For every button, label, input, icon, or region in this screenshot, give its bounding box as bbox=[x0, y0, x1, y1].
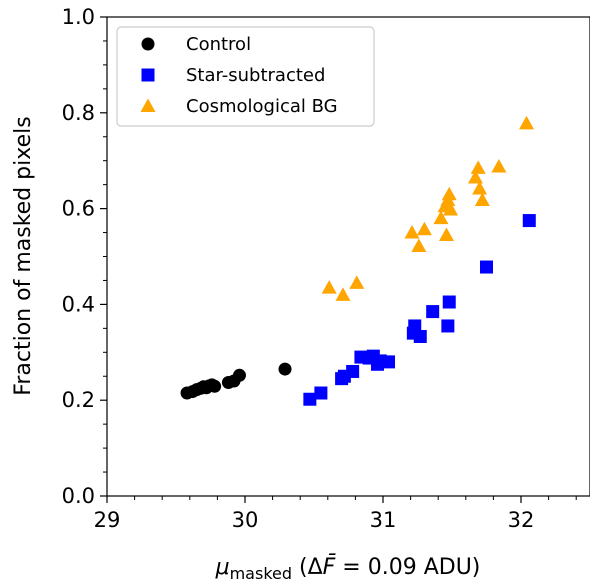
x-tick-label: 30 bbox=[232, 508, 259, 532]
data-point-star-subtracted bbox=[382, 355, 396, 369]
data-point-cosmological-bg bbox=[349, 275, 365, 289]
legend: Control Star-subtracted Cosmological BG bbox=[116, 26, 375, 127]
series-control bbox=[180, 362, 292, 400]
data-point-star-subtracted bbox=[426, 305, 440, 319]
x-axis-label-subscript: masked bbox=[230, 564, 292, 583]
x-axis-label: μmasked (ΔF̄ = 0.09 ADU) bbox=[215, 554, 481, 583]
data-point-cosmological-bg bbox=[491, 158, 507, 173]
data-point-cosmological-bg bbox=[443, 202, 459, 216]
x-tick-label: 31 bbox=[370, 508, 397, 532]
data-point-control bbox=[232, 368, 246, 382]
data-point-star-subtracted bbox=[408, 319, 422, 333]
y-tick-label: 1.0 bbox=[62, 5, 95, 29]
data-point-star-subtracted bbox=[480, 260, 493, 274]
data-point-cosmological-bg bbox=[433, 210, 449, 225]
data-point-cosmological-bg bbox=[474, 192, 490, 206]
data-point-cosmological-bg bbox=[438, 227, 454, 241]
x-axis-label-annotation-open: (Δ bbox=[292, 555, 323, 580]
x-axis-label-annotation-var: F̄ bbox=[323, 554, 336, 580]
legend-label-star-subtracted: Star-subtracted bbox=[186, 65, 325, 86]
data-point-cosmological-bg bbox=[441, 186, 457, 201]
data-point-star-subtracted bbox=[413, 329, 427, 343]
x-axis-label-annotation-close: = 0.09 ADU) bbox=[335, 555, 480, 580]
data-marks bbox=[180, 115, 536, 406]
data-point-star-subtracted bbox=[303, 392, 317, 406]
data-point-cosmological-bg bbox=[416, 221, 432, 236]
data-point-star-subtracted bbox=[314, 386, 328, 400]
x-tick-label: 29 bbox=[94, 508, 121, 532]
data-point-cosmological-bg bbox=[404, 225, 420, 239]
data-point-star-subtracted bbox=[346, 364, 360, 378]
data-point-cosmological-bg bbox=[321, 280, 337, 294]
legend-marker-star-subtracted bbox=[141, 68, 155, 82]
data-point-cosmological-bg bbox=[411, 238, 427, 252]
data-point-control bbox=[208, 379, 222, 393]
data-point-star-subtracted bbox=[522, 214, 536, 228]
y-tick-label: 0.8 bbox=[62, 101, 95, 125]
data-point-cosmological-bg bbox=[467, 169, 483, 184]
y-axis-label: Fraction of masked pixels bbox=[11, 116, 36, 395]
y-tick-label: 0.6 bbox=[62, 197, 95, 221]
data-point-control bbox=[278, 362, 292, 376]
series-cosmological-bg bbox=[321, 115, 535, 301]
legend-marker-cosmological-bg bbox=[140, 98, 156, 112]
data-point-cosmological-bg bbox=[519, 115, 535, 130]
y-tick-label: 0.0 bbox=[62, 484, 95, 508]
y-tick-label: 0.2 bbox=[62, 388, 95, 412]
x-axis-label-symbol: μ bbox=[215, 555, 230, 580]
x-axis-ticks: 29 30 31 32 bbox=[94, 496, 577, 532]
y-axis-ticks: 0.0 0.2 0.4 0.6 0.8 1.0 bbox=[62, 5, 107, 508]
data-point-cosmological-bg bbox=[335, 287, 351, 301]
x-tick-label: 32 bbox=[508, 508, 535, 532]
plot-frame bbox=[106, 16, 590, 497]
legend-marker-control bbox=[141, 37, 155, 51]
legend-label-control: Control bbox=[186, 34, 251, 55]
data-point-cosmological-bg bbox=[470, 160, 486, 174]
series-star-subtracted bbox=[303, 214, 536, 406]
data-point-star-subtracted bbox=[441, 319, 455, 333]
data-point-cosmological-bg bbox=[472, 180, 488, 195]
y-tick-label: 0.4 bbox=[62, 292, 95, 316]
legend-box bbox=[116, 26, 375, 127]
legend-label-cosmological-bg: Cosmological BG bbox=[186, 96, 338, 117]
data-point-star-subtracted bbox=[442, 295, 456, 309]
